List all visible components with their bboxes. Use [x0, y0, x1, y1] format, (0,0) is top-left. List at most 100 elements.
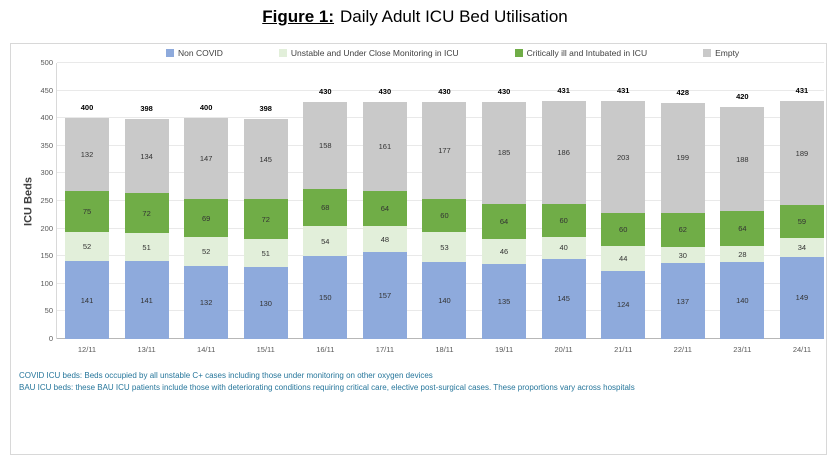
segment-value-label: 132: [199, 298, 213, 308]
bar-column: 141 52 75 132 400 12/11: [65, 63, 109, 354]
bar-column: 157 48 64 161 430 17/11: [362, 63, 407, 354]
bar-segment: 188: [720, 107, 765, 211]
segment-value-label: 52: [201, 247, 211, 257]
bar-segment: 130: [243, 267, 288, 339]
x-axis-label: 16/11: [316, 345, 335, 354]
segment-value-label: 132: [80, 150, 94, 160]
bar-segment: 64: [720, 210, 765, 247]
x-axis-label: 17/11: [375, 345, 394, 354]
x-axis-label: 21/11: [614, 345, 633, 354]
segment-value-label: 141: [140, 295, 153, 305]
bar-column: 135 46 64 185 430 19/11: [482, 63, 527, 354]
legend-label: Non COVID: [178, 48, 223, 58]
segment-value-label: 60: [559, 215, 568, 225]
segment-value-label: 54: [321, 236, 330, 246]
segment-value-label: 30: [678, 250, 687, 260]
segment-value-label: 64: [738, 224, 747, 234]
segment-value-label: 68: [321, 203, 330, 213]
bar-segment: 132: [184, 266, 229, 339]
gridline: [57, 89, 824, 91]
bar-segment: 140: [720, 261, 765, 339]
bar-segment: 60: [422, 199, 467, 233]
bar-total-label: 431: [795, 86, 809, 96]
segment-value-label: 72: [142, 208, 151, 218]
footnotes: COVID ICU beds: Beds occupied by all uns…: [19, 370, 635, 394]
figure-title: Figure 1: Daily Adult ICU Bed Utilisation: [0, 7, 830, 27]
segment-value-label: 62: [678, 225, 687, 235]
segment-value-label: 149: [795, 293, 809, 303]
bar-segment: 189: [779, 101, 824, 206]
segment-value-label: 135: [497, 297, 511, 307]
segment-value-label: 51: [261, 248, 270, 258]
segment-value-label: 140: [736, 295, 749, 305]
bar-segment: 62: [660, 212, 705, 247]
segment-value-label: 186: [557, 147, 570, 157]
plot-area: 141 52 75 132 400 12/11 141 51 72 134 398 13/11 132 5…: [56, 62, 824, 354]
legend-swatch-icon: [278, 49, 287, 57]
bar-segment: 203: [601, 101, 646, 214]
bar-segment: 60: [541, 203, 586, 237]
gridline: [57, 62, 824, 63]
segment-value-label: 145: [557, 294, 570, 304]
segment-value-label: 60: [619, 225, 628, 235]
bar-total-label: 431: [557, 86, 570, 96]
bar-segment: 28: [720, 246, 765, 262]
segment-value-label: 199: [676, 153, 690, 163]
legend-label: Critically ill and Intubated in ICU: [526, 48, 648, 58]
segment-value-label: 51: [142, 242, 151, 252]
segment-value-label: 185: [497, 148, 511, 158]
bar-segment: 186: [541, 101, 586, 204]
segment-value-label: 48: [380, 234, 390, 244]
bar-column: 132 52 69 147 400 14/11: [184, 63, 229, 354]
bar-total-label: 430: [497, 86, 511, 96]
legend-swatch-icon: [166, 49, 174, 57]
segment-value-label: 189: [795, 148, 809, 158]
y-axis-tick-label: 250: [40, 196, 53, 205]
segment-value-label: 75: [82, 207, 92, 217]
bar-segment: 145: [541, 258, 586, 339]
x-axis-label: 12/11: [77, 345, 97, 354]
bar-segment: 69: [184, 199, 229, 238]
y-axis-tick-label: 350: [40, 140, 53, 150]
segment-value-label: 145: [259, 154, 272, 164]
y-axis-tick-label: 50: [44, 306, 53, 316]
bar-segment: 135: [482, 264, 527, 339]
bar-segment: 64: [482, 203, 527, 240]
x-axis-label: 14/11: [197, 345, 216, 354]
x-axis-label: 23/11: [733, 345, 752, 354]
x-axis-label: 24/11: [792, 345, 812, 354]
bar-segment: 75: [65, 191, 109, 233]
bar-segment: 53: [422, 232, 467, 262]
legend-swatch-icon: [514, 49, 523, 57]
bar-total-label: 431: [616, 86, 630, 96]
segment-value-label: 46: [499, 247, 509, 257]
bar-segment: 64: [362, 190, 407, 226]
bar-segment: 54: [303, 226, 348, 257]
bar-segment: 145: [243, 119, 288, 200]
bar-segment: 141: [124, 261, 169, 339]
figure-title-text: Daily Adult ICU Bed Utilisation: [340, 7, 568, 26]
bar-segment: 72: [243, 199, 288, 240]
segment-value-label: 157: [378, 291, 392, 301]
legend-item: Critically ill and Intubated in ICU: [514, 48, 648, 58]
segment-value-label: 147: [199, 154, 213, 164]
legend-item: Unstable and Under Close Monitoring in I…: [278, 48, 459, 58]
bar-segment: 52: [65, 232, 109, 262]
y-axis-tick-label: 450: [40, 85, 53, 95]
x-axis-label: 15/11: [256, 345, 275, 354]
bar-total-label: 398: [259, 104, 272, 114]
bar-segment: 68: [303, 188, 348, 227]
bar-total-label: 400: [80, 103, 94, 113]
bar-column: 149 34 59 189 431 24/11: [779, 63, 824, 354]
segment-value-label: 69: [201, 213, 211, 223]
x-axis-label: 20/11: [554, 345, 573, 354]
segment-value-label: 64: [499, 216, 509, 226]
segment-value-label: 28: [738, 249, 747, 259]
bar-segment: 161: [362, 101, 407, 191]
bar-column: 150 54 68 158 430 16/11: [303, 63, 348, 354]
bar-segment: 177: [422, 101, 467, 200]
bar-total-label: 430: [378, 86, 392, 96]
bar-segment: 124: [601, 270, 646, 339]
bar-segment: 30: [660, 246, 705, 264]
